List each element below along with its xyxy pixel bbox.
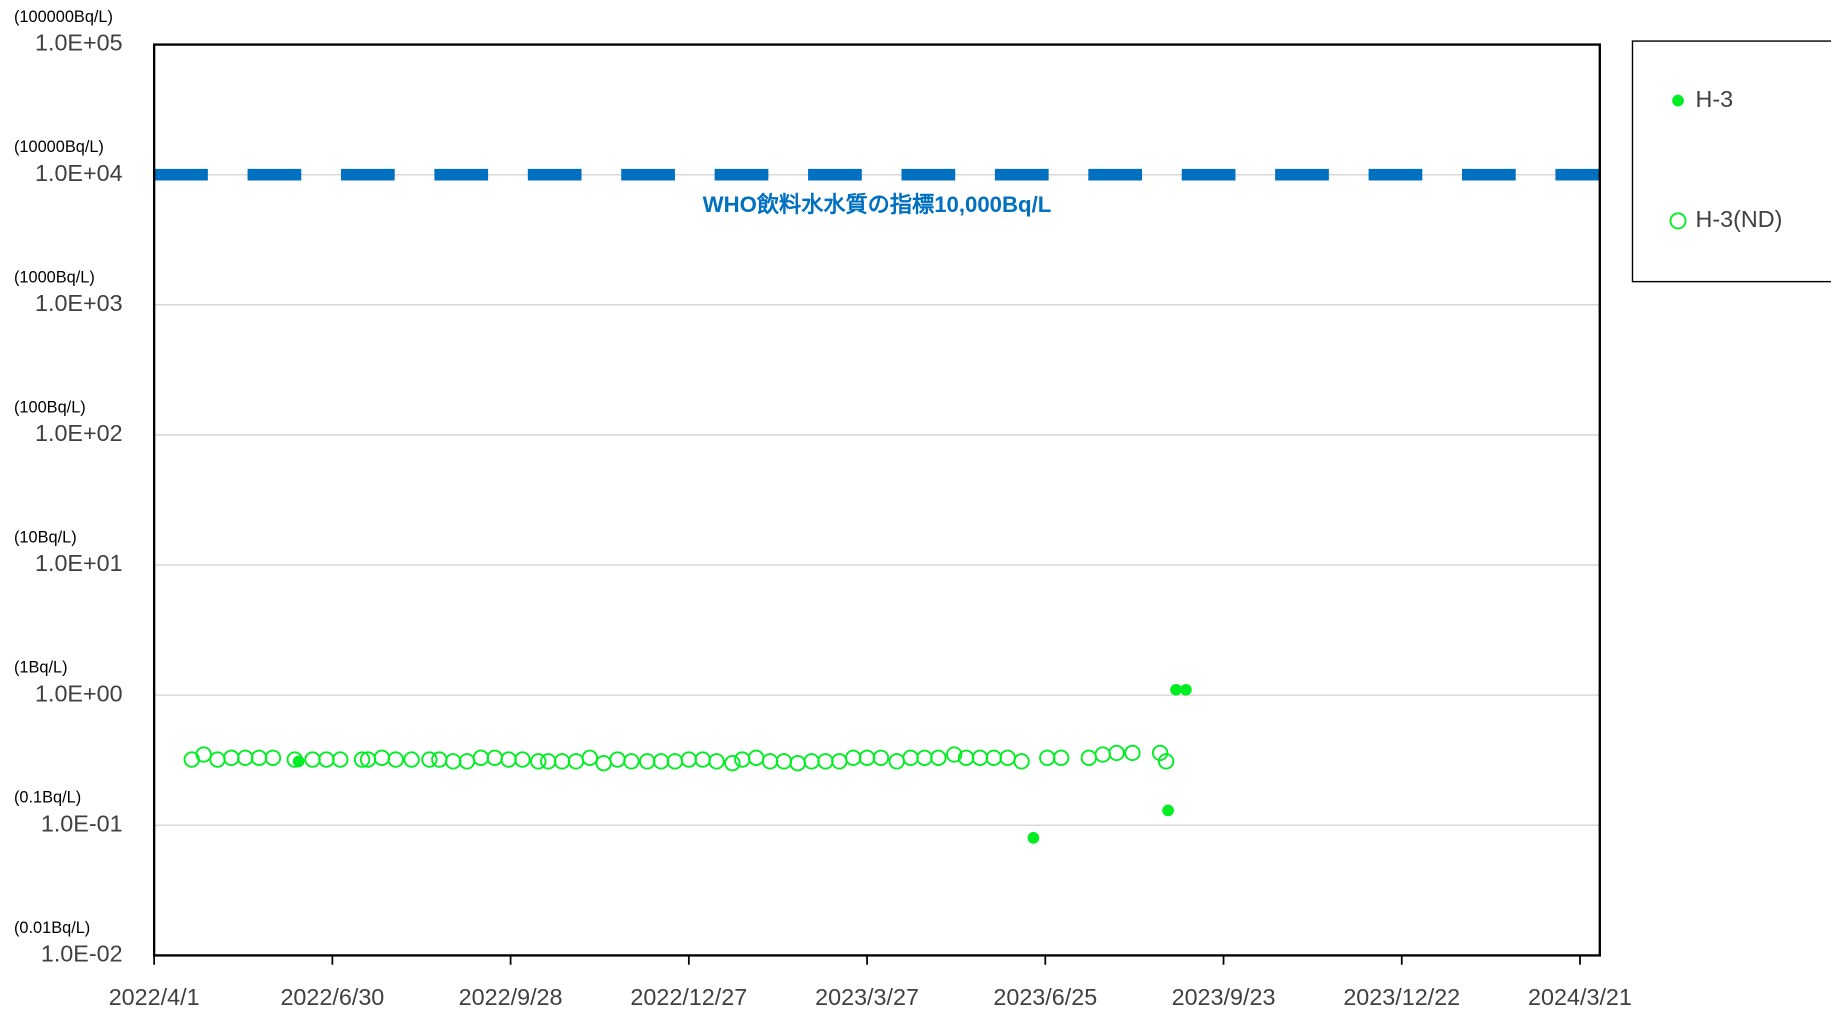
data-point — [1162, 804, 1174, 817]
y-tick-unit: (0.01Bq/L) — [14, 919, 90, 937]
data-point — [1124, 744, 1141, 762]
data-point — [264, 749, 282, 766]
y-tick-label: 1.0E+05 — [35, 30, 123, 56]
legend-label: H-3 — [1696, 86, 1734, 112]
y-tick-unit: (100Bq/L) — [14, 398, 86, 416]
legend-marker — [1672, 94, 1684, 107]
data-point — [946, 746, 963, 763]
data-point — [1180, 683, 1192, 696]
data-point — [403, 751, 420, 768]
data-point — [724, 755, 741, 772]
y-tick-unit: (100000Bq/L) — [14, 8, 113, 26]
data-point — [530, 753, 547, 770]
x-tick-label: 2023/3/27 — [815, 984, 919, 1010]
data-point — [930, 749, 947, 766]
x-tick-label: 2023/6/25 — [993, 984, 1097, 1010]
data-point — [514, 751, 531, 768]
data-point — [1157, 753, 1175, 770]
y-tick-label: 1.0E+00 — [35, 680, 123, 706]
data-point — [1108, 744, 1125, 762]
data-point — [1013, 753, 1030, 770]
x-tick-label: 2023/9/23 — [1172, 984, 1276, 1010]
data-point — [332, 751, 349, 768]
x-tick-label: 2022/6/30 — [280, 984, 384, 1010]
data-point — [286, 751, 303, 768]
plot-frame — [152, 43, 1601, 957]
data-point — [581, 749, 598, 766]
y-tick-label: 1.0E-01 — [41, 810, 123, 836]
data-point — [387, 751, 404, 768]
legend-marker — [1669, 212, 1687, 230]
legend: H-3 H-3(ND) — [1631, 40, 1831, 283]
y-tick-unit: (10Bq/L) — [14, 529, 77, 547]
data-point — [353, 751, 371, 768]
data-point — [1027, 832, 1040, 844]
y-tick-label: 1.0E+03 — [35, 290, 123, 316]
y-tick-unit: (10000Bq/L) — [14, 138, 104, 156]
data-point — [1151, 744, 1169, 762]
data-point — [872, 749, 890, 766]
y-tick-unit: (1000Bq/L) — [14, 268, 95, 286]
legend-label: H-3(ND) — [1696, 206, 1783, 232]
x-tick-label: 2022/4/1 — [109, 984, 200, 1010]
data-point — [195, 746, 212, 763]
data-point — [1052, 749, 1070, 766]
x-tick-label: 2022/12/27 — [630, 984, 747, 1010]
reference-label: WHO飲料水水質の指標10,000Bq/L — [703, 191, 1052, 217]
data-point — [1170, 683, 1182, 696]
y-tick-label: 1.0E+01 — [35, 550, 123, 576]
y-tick-label: 1.0E+04 — [35, 160, 123, 186]
x-tick-label: 2024/3/21 — [1528, 984, 1632, 1010]
data-point — [708, 753, 725, 770]
x-tick-label: 2022/9/28 — [459, 984, 563, 1010]
data-point — [623, 753, 640, 770]
y-tick-unit: (1Bq/L) — [14, 659, 68, 677]
y-tick-unit: (0.1Bq/L) — [14, 789, 81, 807]
y-tick-label: 1.0E-02 — [41, 941, 123, 967]
x-tick-label: 2023/12/22 — [1343, 984, 1460, 1010]
legend-frame — [1631, 40, 1831, 283]
y-tick-label: 1.0E+02 — [35, 420, 123, 446]
data-point — [421, 751, 438, 768]
